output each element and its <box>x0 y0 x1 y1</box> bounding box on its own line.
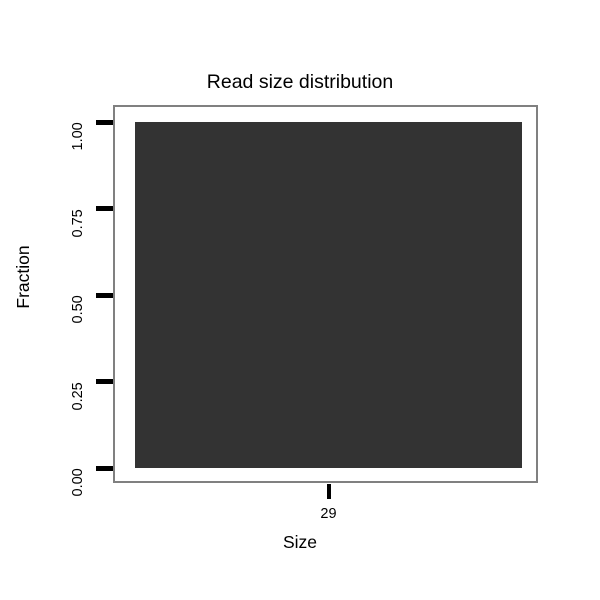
bar <box>135 122 522 468</box>
y-tick-label: 1.00 <box>0 115 86 150</box>
y-tick-label-text: 0.25 <box>69 381 86 410</box>
y-tick-label-text: 0.50 <box>69 295 86 324</box>
y-tick-mark <box>96 119 113 125</box>
y-tick-label: 0.25 <box>0 375 86 410</box>
y-tick-label: 0.00 <box>0 461 86 496</box>
y-tick-mark <box>96 379 113 384</box>
x-axis-title: Size <box>282 532 318 552</box>
y-tick-mark <box>96 292 113 298</box>
x-tick-label: 29 <box>320 506 337 522</box>
y-tick-label: 0.75 <box>0 202 86 237</box>
y-tick-label-text: 0.00 <box>69 468 86 497</box>
x-tick-mark <box>326 484 331 499</box>
plot-area <box>135 122 522 468</box>
y-tick-label-text: 1.00 <box>69 122 86 151</box>
chart-title: Read size distribution <box>206 71 394 93</box>
y-tick-mark <box>96 206 113 211</box>
y-tick-label-text: 0.75 <box>69 208 86 237</box>
y-tick-label: 0.50 <box>0 288 86 323</box>
y-tick-mark <box>96 465 113 471</box>
